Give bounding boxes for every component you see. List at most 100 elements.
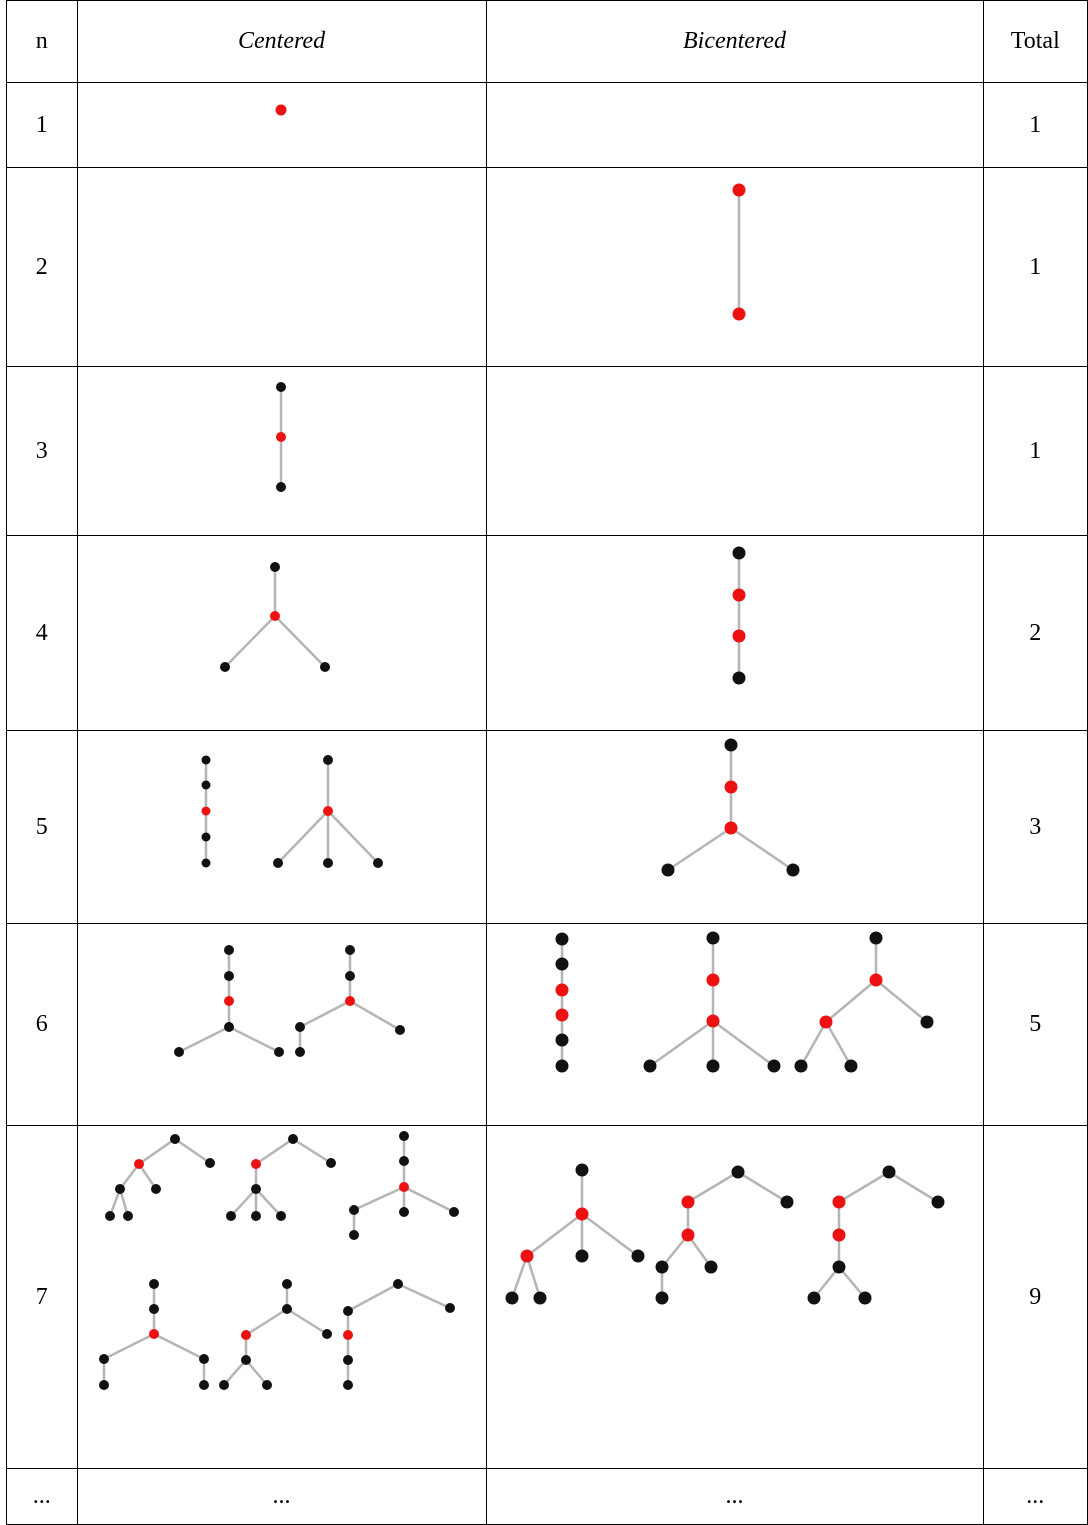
center-node <box>269 611 280 621</box>
tree-node <box>807 1291 821 1305</box>
center-node <box>275 104 287 116</box>
center-node <box>342 1330 353 1340</box>
tree-node <box>169 1134 180 1144</box>
header-row: n Centered Bicentered Total <box>6 0 1088 83</box>
tree-node <box>643 1059 657 1073</box>
bicentered-cell: ... <box>485 1468 984 1525</box>
tree-node <box>533 1291 547 1305</box>
tree-node <box>114 1184 125 1194</box>
tree-edge <box>874 979 928 1023</box>
table-row: 5 <box>6 730 1088 924</box>
tree-edge <box>580 1213 639 1257</box>
center-node <box>819 1015 833 1029</box>
center-node <box>322 806 333 816</box>
tree-edge <box>799 1021 827 1067</box>
tree-edge <box>222 1359 247 1386</box>
tree-node <box>731 1165 745 1179</box>
tree-node <box>555 1033 569 1047</box>
tree-edge <box>729 826 794 872</box>
bicentered-trees-n4 <box>732 546 746 685</box>
center-node <box>681 1228 695 1242</box>
header-bicentered: Bicentered <box>485 0 984 83</box>
tree-node <box>98 1380 109 1390</box>
tree-node <box>225 1211 236 1221</box>
tree-node <box>148 1279 159 1289</box>
tree-edge <box>353 1185 405 1212</box>
tree-node <box>223 1022 234 1032</box>
tree-node <box>348 1230 359 1240</box>
center-node <box>724 821 738 835</box>
tree-node <box>631 1249 645 1263</box>
tree-edge <box>227 1025 280 1054</box>
tree-edge <box>525 1255 541 1299</box>
tree-edge <box>666 826 732 872</box>
bicentered-cell <box>485 535 984 731</box>
tree-node <box>219 662 230 672</box>
tree-edge <box>824 1021 852 1067</box>
tree-node <box>398 1207 409 1217</box>
tree-node <box>767 1059 781 1073</box>
tree-node <box>706 931 720 945</box>
tree-node <box>732 546 746 560</box>
tree-edge <box>102 1332 155 1361</box>
tree-node <box>319 662 330 672</box>
center-node <box>344 996 355 1006</box>
tree-node <box>294 1047 305 1057</box>
tree-node <box>201 832 211 842</box>
centered-cell <box>76 923 487 1126</box>
bicentered-trees-n5 <box>661 738 800 877</box>
tree-edge <box>229 1188 257 1217</box>
row-total: 2 <box>982 535 1088 731</box>
tree-node <box>555 1059 569 1073</box>
bicentered-trees-n7 <box>505 1163 945 1305</box>
tree-node <box>281 1304 292 1314</box>
tree-edge <box>173 1137 211 1165</box>
tree-edge <box>736 1170 788 1204</box>
centered-cell <box>76 366 487 536</box>
tree-node <box>794 1059 808 1073</box>
tree-edge <box>244 1359 268 1386</box>
center-node <box>732 588 746 602</box>
table-row: 4 2 <box>6 535 1088 731</box>
header-total: Total <box>982 0 1088 83</box>
tree-node <box>858 1291 872 1305</box>
tree-edge <box>510 1255 528 1299</box>
tree-node <box>575 1249 589 1263</box>
tree-edge <box>291 1137 332 1165</box>
bicentered-cell <box>485 923 984 1126</box>
tree-node <box>218 1380 229 1390</box>
centered-cell <box>76 535 487 731</box>
row-n: 7 <box>6 1125 78 1469</box>
tree-edge <box>254 1137 294 1166</box>
tree-node <box>204 1158 215 1168</box>
tree-edge <box>326 810 379 864</box>
center-node <box>148 1329 159 1339</box>
tree-node <box>661 863 675 877</box>
tree-node <box>275 1211 286 1221</box>
row-total: 9 <box>982 1125 1088 1469</box>
tree-node <box>201 755 211 765</box>
tree-edge <box>648 1019 714 1068</box>
tree-edge <box>348 999 401 1032</box>
tree-node <box>655 1260 669 1274</box>
center-node <box>275 432 286 442</box>
tree-node <box>394 1025 405 1035</box>
tree-node <box>444 1303 455 1313</box>
row-n: ... <box>6 1468 78 1525</box>
tree-node <box>398 1156 409 1166</box>
tree-node <box>575 1163 589 1177</box>
bicentered-cell <box>485 1125 984 1469</box>
centered-trees-n6 <box>173 945 405 1057</box>
center-node <box>250 1159 261 1169</box>
tree-edge <box>525 1213 583 1257</box>
table-row: 2 1 <box>6 167 1088 367</box>
tree-edge <box>837 1170 890 1204</box>
row-n: 2 <box>6 167 78 367</box>
centered-cell: ... <box>76 1468 487 1525</box>
tree-edge <box>711 1019 775 1068</box>
tree-edge <box>285 1307 328 1336</box>
tree-node <box>704 1260 718 1274</box>
row-total: ... <box>982 1468 1088 1525</box>
tree-node <box>122 1211 133 1221</box>
tree-node <box>148 1304 159 1314</box>
